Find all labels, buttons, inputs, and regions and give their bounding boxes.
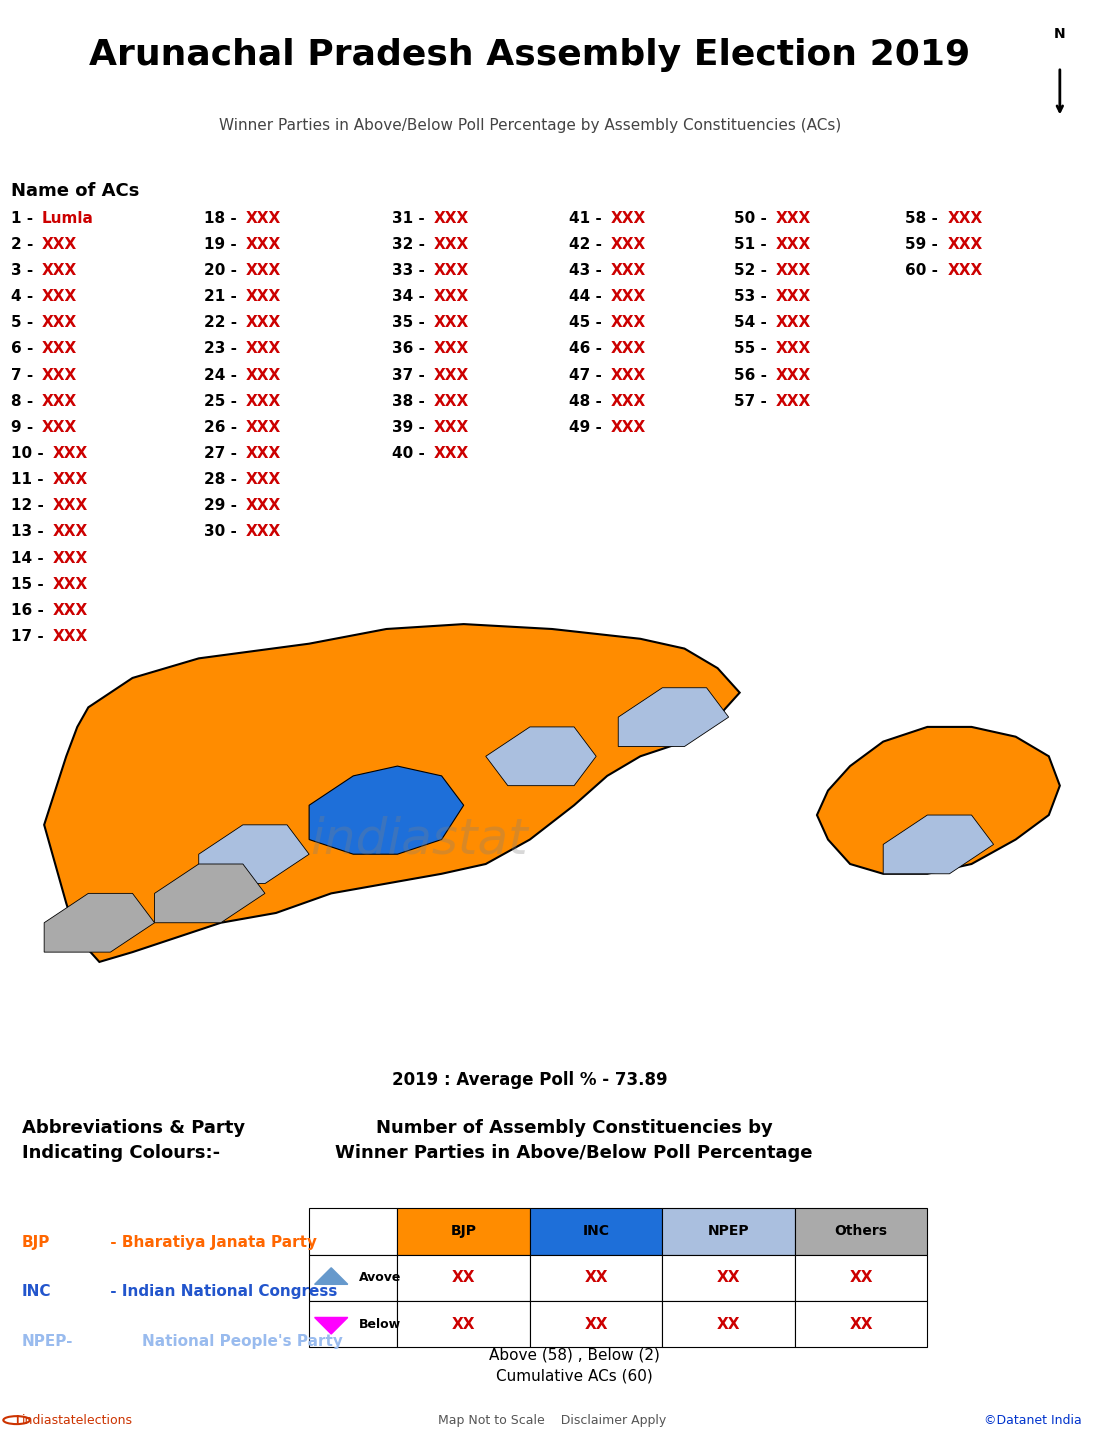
Text: XXX: XXX (776, 210, 811, 226)
FancyBboxPatch shape (397, 1300, 530, 1348)
Text: BJP: BJP (450, 1224, 477, 1238)
Text: 7 -: 7 - (11, 367, 39, 383)
Text: 41 -: 41 - (569, 210, 606, 226)
Text: XXX: XXX (246, 393, 282, 409)
FancyBboxPatch shape (530, 1300, 662, 1348)
Text: XXX: XXX (434, 315, 469, 330)
Text: 24 -: 24 - (204, 367, 243, 383)
Text: 6 -: 6 - (11, 341, 39, 357)
Text: 59 -: 59 - (905, 238, 944, 252)
Text: XXX: XXX (53, 603, 88, 618)
Text: Map Not to Scale    Disclaimer Apply: Map Not to Scale Disclaimer Apply (438, 1414, 666, 1427)
Text: INC: INC (22, 1284, 52, 1299)
Polygon shape (199, 825, 309, 884)
Polygon shape (315, 1267, 348, 1284)
Text: Lumla: Lumla (42, 210, 94, 226)
FancyBboxPatch shape (397, 1254, 530, 1300)
FancyBboxPatch shape (530, 1254, 662, 1300)
Text: 45 -: 45 - (569, 315, 607, 330)
Text: XXX: XXX (611, 315, 646, 330)
Polygon shape (315, 1318, 348, 1333)
Text: XXX: XXX (434, 393, 469, 409)
Text: Below: Below (359, 1318, 401, 1331)
Polygon shape (486, 727, 596, 786)
Text: 42 -: 42 - (569, 238, 607, 252)
Text: XXX: XXX (434, 210, 469, 226)
Text: XXX: XXX (42, 315, 77, 330)
Text: i: i (14, 1416, 19, 1426)
Text: 56 -: 56 - (734, 367, 773, 383)
Text: XXX: XXX (42, 393, 77, 409)
Text: Avove: Avove (359, 1272, 401, 1284)
Text: 52 -: 52 - (734, 264, 773, 278)
Text: XXX: XXX (776, 315, 811, 330)
FancyBboxPatch shape (309, 1254, 397, 1300)
Text: XXX: XXX (434, 367, 469, 383)
Text: XXX: XXX (42, 420, 77, 435)
Text: XXX: XXX (947, 264, 983, 278)
Text: XXX: XXX (434, 446, 469, 461)
FancyBboxPatch shape (662, 1300, 795, 1348)
Text: XX: XX (716, 1316, 741, 1332)
Text: 26 -: 26 - (204, 420, 243, 435)
Text: XXX: XXX (246, 315, 282, 330)
Text: 37 -: 37 - (392, 367, 431, 383)
Text: 18 -: 18 - (204, 210, 242, 226)
Text: 20 -: 20 - (204, 264, 243, 278)
Text: - Indian National Congress: - Indian National Congress (105, 1284, 337, 1299)
Text: XXX: XXX (776, 264, 811, 278)
Text: XX: XX (584, 1316, 608, 1332)
Text: Number of Assembly Constituencies by
Winner Parties in Above/Below Poll Percenta: Number of Assembly Constituencies by Win… (336, 1119, 813, 1162)
Text: XXX: XXX (776, 393, 811, 409)
Text: XXX: XXX (776, 341, 811, 357)
Text: XXX: XXX (611, 420, 646, 435)
Text: XXX: XXX (434, 264, 469, 278)
Text: 11 -: 11 - (11, 472, 49, 487)
Text: 46 -: 46 - (569, 341, 607, 357)
Text: 12 -: 12 - (11, 498, 50, 513)
Polygon shape (618, 688, 729, 746)
FancyBboxPatch shape (795, 1300, 927, 1348)
Text: XXX: XXX (53, 472, 88, 487)
Text: 4 -: 4 - (11, 289, 39, 304)
Text: XXX: XXX (434, 420, 469, 435)
Text: XXX: XXX (611, 264, 646, 278)
Text: Winner Parties in Above/Below Poll Percentage by Assembly Constituencies (ACs): Winner Parties in Above/Below Poll Perce… (219, 118, 841, 132)
Text: XXX: XXX (53, 576, 88, 592)
Text: 17 -: 17 - (11, 629, 49, 644)
Text: XX: XX (452, 1270, 476, 1286)
Text: 8 -: 8 - (11, 393, 39, 409)
Polygon shape (44, 624, 740, 962)
Text: XXX: XXX (246, 210, 282, 226)
Text: XXX: XXX (611, 238, 646, 252)
FancyBboxPatch shape (309, 1208, 397, 1254)
Text: XXX: XXX (246, 472, 282, 487)
Text: 3 -: 3 - (11, 264, 39, 278)
Text: XXX: XXX (246, 420, 282, 435)
Text: 57 -: 57 - (734, 393, 773, 409)
Text: 35 -: 35 - (392, 315, 431, 330)
Text: 44 -: 44 - (569, 289, 607, 304)
Text: XXX: XXX (53, 524, 88, 540)
Text: XXX: XXX (246, 446, 282, 461)
Text: XXX: XXX (53, 550, 88, 566)
Text: XXX: XXX (947, 210, 983, 226)
Text: XXX: XXX (434, 238, 469, 252)
Text: ©Datanet India: ©Datanet India (984, 1414, 1082, 1427)
Text: NPEP: NPEP (708, 1224, 750, 1238)
Text: XXX: XXX (53, 498, 88, 513)
Circle shape (3, 1416, 30, 1424)
Text: 40 -: 40 - (392, 446, 431, 461)
FancyBboxPatch shape (309, 1300, 397, 1348)
Text: 51 -: 51 - (734, 238, 772, 252)
Text: XXX: XXX (42, 367, 77, 383)
Text: XXX: XXX (611, 367, 646, 383)
Text: 50 -: 50 - (734, 210, 773, 226)
Text: XXX: XXX (246, 264, 282, 278)
Text: 13 -: 13 - (11, 524, 49, 540)
Text: Above (58) , Below (2)
Cumulative ACs (60): Above (58) , Below (2) Cumulative ACs (6… (489, 1348, 659, 1384)
FancyBboxPatch shape (530, 1208, 662, 1254)
Text: 30 -: 30 - (204, 524, 243, 540)
Text: 33 -: 33 - (392, 264, 431, 278)
Text: INC: INC (583, 1224, 609, 1238)
